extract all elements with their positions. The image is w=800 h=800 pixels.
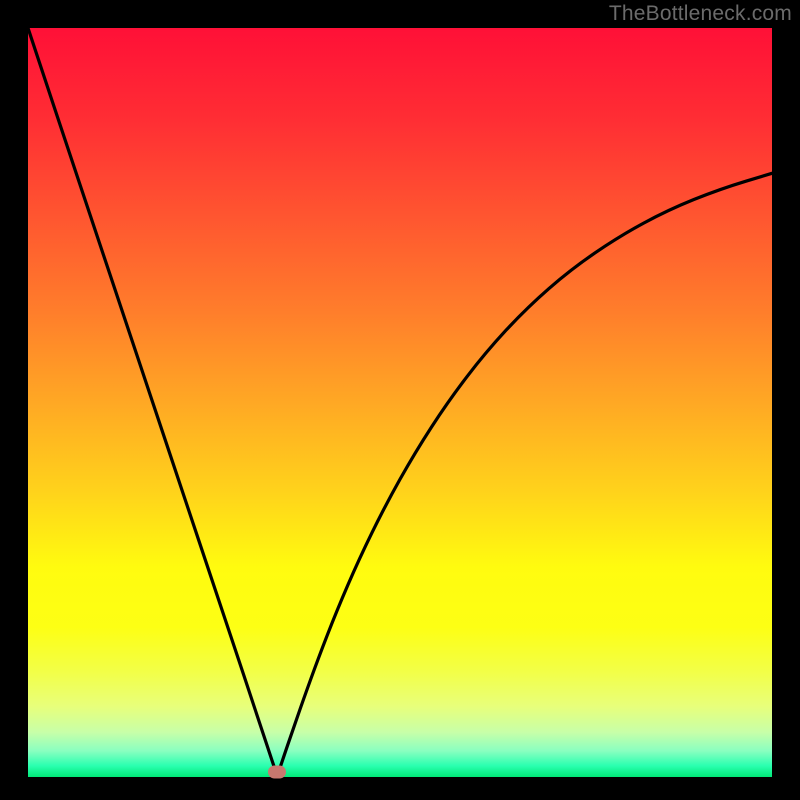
watermark-text: TheBottleneck.com [609, 2, 792, 26]
plot-area [28, 28, 772, 777]
curve-svg [28, 28, 772, 777]
minimum-marker [268, 765, 286, 778]
bottleneck-curve [28, 28, 772, 773]
